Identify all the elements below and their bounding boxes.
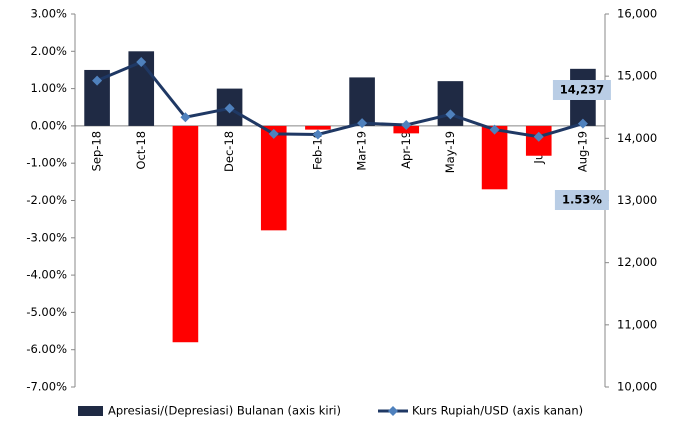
y2-tick-label: 12,000 xyxy=(617,255,657,269)
marker xyxy=(445,109,456,120)
bar xyxy=(172,125,199,343)
legend-swatch xyxy=(78,406,103,416)
y-tick-label: 2.00% xyxy=(30,44,67,58)
y-tick-label: -6.00% xyxy=(26,342,67,356)
x-tick-label: Aug-19 xyxy=(575,131,589,172)
marker xyxy=(312,129,323,140)
y-tick-label: 3.00% xyxy=(30,7,67,21)
y-tick-label: -1.00% xyxy=(26,156,67,170)
marker xyxy=(577,118,588,129)
marker xyxy=(489,124,500,135)
y-tick-label: 1.00% xyxy=(30,81,67,95)
y2-tick-label: 13,000 xyxy=(617,193,657,207)
y-tick-label: -5.00% xyxy=(26,305,67,319)
x-tick-label: Apr-19 xyxy=(399,131,413,169)
value-label: 1.53% xyxy=(562,193,602,207)
marker xyxy=(268,128,279,139)
marker xyxy=(401,119,412,130)
marker xyxy=(180,112,191,123)
legend-label: Kurs Rupiah/USD (axis kanan) xyxy=(412,404,583,418)
x-tick-label: Sep-18 xyxy=(90,131,104,171)
y-tick-label: 0.00% xyxy=(30,118,67,132)
bar xyxy=(481,125,508,190)
x-tick-label: Feb-19 xyxy=(310,131,324,170)
bar xyxy=(260,125,287,231)
marker xyxy=(357,118,368,129)
marker xyxy=(136,57,147,68)
y2-tick-label: 11,000 xyxy=(617,317,657,331)
y-tick-label: -7.00% xyxy=(26,380,67,394)
y-tick-label: -3.00% xyxy=(26,230,67,244)
bar xyxy=(305,125,331,130)
y2-tick-label: 15,000 xyxy=(617,69,657,83)
legend-label: Apresiasi/(Depresiasi) Bulanan (axis kir… xyxy=(108,404,341,418)
marker xyxy=(92,75,103,86)
line xyxy=(96,60,584,139)
y-tick-label: -4.00% xyxy=(26,268,67,282)
value-label-box xyxy=(554,190,609,210)
y-tick-label: -2.00% xyxy=(26,193,67,207)
x-tick-label: May-19 xyxy=(443,131,457,173)
y2-tick-label: 14,000 xyxy=(617,131,657,145)
marker xyxy=(533,131,544,142)
value-label-box xyxy=(552,80,611,100)
x-tick-label: Oct-18 xyxy=(134,131,148,170)
legend-swatch xyxy=(388,406,398,416)
marker xyxy=(224,103,235,114)
x-tick-label: Mar-19 xyxy=(355,131,369,171)
x-tick-label: Dec-18 xyxy=(222,131,236,172)
bar xyxy=(349,77,375,126)
y2-tick-label: 10,000 xyxy=(617,380,657,394)
y2-tick-label: 16,000 xyxy=(617,7,657,21)
value-label: 14,237 xyxy=(560,83,604,97)
